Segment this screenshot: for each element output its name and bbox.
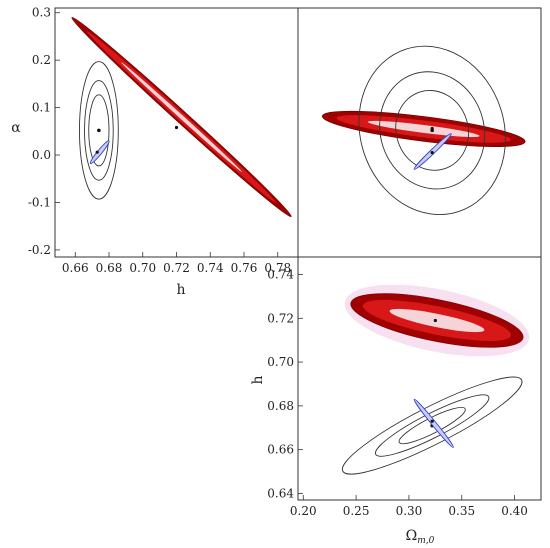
x-tick-label: 0.78: [264, 261, 291, 275]
series-top-left-red-level-3: [121, 62, 242, 172]
y-tick-label: 0.0: [32, 148, 51, 162]
series-top-left-black-level-1: [88, 94, 110, 167]
y-tick-label: 0.2: [32, 53, 51, 67]
series-top-right-black-level-1: [395, 89, 469, 171]
panel-top-right: [321, 45, 526, 215]
x-tick-label: 0.30: [396, 504, 423, 518]
y-tick-label: 0.68: [267, 399, 294, 413]
y-tick-label: 0.72: [267, 311, 294, 325]
series-top-right-black-level-3: [358, 45, 506, 215]
x-tick-label: 0.20: [290, 504, 317, 518]
y-tick-label: 0.64: [267, 486, 294, 500]
x-tick-label: 0.66: [62, 261, 89, 275]
y-tick-label: 0.66: [267, 443, 294, 457]
best-fit-point-blue: [430, 151, 434, 155]
y-tick-label: 0.3: [32, 6, 51, 20]
panel-bottom-right: 0.20 0.25 0.30 0.35 0.40 0.64 0.66 0.68 0.70 0.72…: [267, 268, 530, 518]
y-axis-label-h: h: [250, 375, 266, 384]
x-tick-label: 0.70: [129, 261, 156, 275]
series-top-left-black-level-2: [84, 80, 114, 181]
panels: 0.66 0.68 0.70 0.72 0.74 0.76 0.78 -0.2 -0.1 0.0 0…: [28, 6, 530, 518]
best-fit-point-blue: [430, 419, 434, 423]
series-top-left-black-level-3: [79, 61, 119, 200]
x-tick-label: 0.25: [343, 504, 370, 518]
best-fit-point-black: [97, 128, 101, 133]
y-tick-label: -0.2: [28, 243, 51, 257]
best-fit-point-black: [430, 128, 434, 133]
frame-top-left: [54, 7, 299, 258]
series-top-left-blue: [89, 140, 110, 165]
x-tick-label: 0.74: [197, 261, 224, 275]
best-fit-point-red: [433, 318, 437, 323]
x-tick-label: 0.35: [448, 504, 475, 518]
panel-top-left: 0.66 0.68 0.70 0.72 0.74 0.76 0.78 -0.2 -0.1 0.0 0…: [28, 6, 292, 275]
y-tick-label: 0.70: [267, 355, 294, 369]
y-tick-label: 0.74: [267, 268, 294, 282]
y-tick-label: -0.1: [28, 195, 51, 209]
best-fit-point-red: [174, 125, 179, 130]
x-tick-label: 0.76: [231, 261, 258, 275]
series-top-right-black-level-2: [379, 71, 486, 190]
x-tick-label: 0.40: [501, 504, 528, 518]
x-tick-label: 0.68: [96, 261, 123, 275]
x-axis-label-h: h: [176, 282, 185, 298]
y-axis-label-alpha: α: [11, 120, 21, 136]
frame-bottom-right: [297, 256, 542, 501]
series-bottom-right-blue: [413, 398, 454, 448]
y-tick-label: 0.1: [32, 101, 51, 115]
best-fit-point-blue: [95, 150, 99, 154]
x-tick-label: 0.72: [163, 261, 190, 275]
x-axis-label-omega: Ωm,0: [406, 528, 435, 546]
